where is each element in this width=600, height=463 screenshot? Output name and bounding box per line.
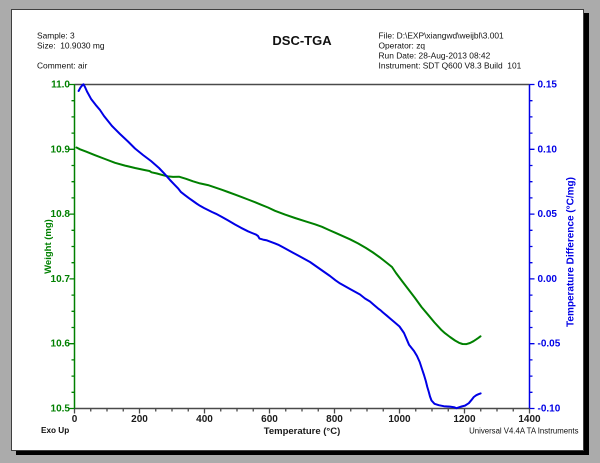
svg-text:0: 0 <box>72 414 78 425</box>
svg-text:File: D:\EXP\xiangwd\weijbl\3.: File: D:\EXP\xiangwd\weijbl\3.001 <box>379 31 505 41</box>
svg-text:-0.10: -0.10 <box>538 404 561 415</box>
svg-text:Universal V4.4A TA Instruments: Universal V4.4A TA Instruments <box>469 427 578 436</box>
svg-text:10.7: 10.7 <box>51 274 71 285</box>
svg-text:0.00: 0.00 <box>538 274 558 285</box>
svg-text:10.5: 10.5 <box>51 404 71 415</box>
svg-text:10.9: 10.9 <box>51 144 71 155</box>
svg-text:Weight (mg): Weight (mg) <box>43 219 54 274</box>
svg-text:10.8: 10.8 <box>51 209 71 220</box>
svg-text:Sample: 3: Sample: 3 <box>37 31 75 41</box>
svg-text:600: 600 <box>261 414 278 425</box>
svg-text:0.10: 0.10 <box>538 144 558 155</box>
svg-text:-0.05: -0.05 <box>538 339 561 350</box>
svg-text:1400: 1400 <box>518 414 541 425</box>
svg-text:800: 800 <box>326 414 343 425</box>
svg-text:400: 400 <box>196 414 213 425</box>
svg-text:Instrument: SDT Q600 V8.3 Buil: Instrument: SDT Q600 V8.3 Build 101 <box>379 61 522 71</box>
svg-text:Temperature Difference (°C/mg): Temperature Difference (°C/mg) <box>566 177 577 327</box>
svg-text:Exo Up: Exo Up <box>41 426 69 435</box>
svg-text:11.0: 11.0 <box>51 80 70 91</box>
svg-text:0.15: 0.15 <box>538 80 558 91</box>
svg-text:DSC-TGA: DSC-TGA <box>272 33 332 48</box>
svg-text:1200: 1200 <box>453 414 476 425</box>
svg-text:10.6: 10.6 <box>51 339 71 350</box>
svg-text:Size: 10.9030 mg: Size: 10.9030 mg <box>37 41 105 51</box>
svg-text:Temperature (°C): Temperature (°C) <box>264 426 340 437</box>
svg-text:Run Date: 28-Aug-2013 08:42: Run Date: 28-Aug-2013 08:42 <box>379 51 491 61</box>
svg-text:1000: 1000 <box>388 414 411 425</box>
svg-text:0.05: 0.05 <box>538 209 558 220</box>
svg-text:200: 200 <box>131 414 148 425</box>
svg-text:Operator: zq: Operator: zq <box>379 41 426 51</box>
svg-text:Comment: air: Comment: air <box>37 61 87 71</box>
